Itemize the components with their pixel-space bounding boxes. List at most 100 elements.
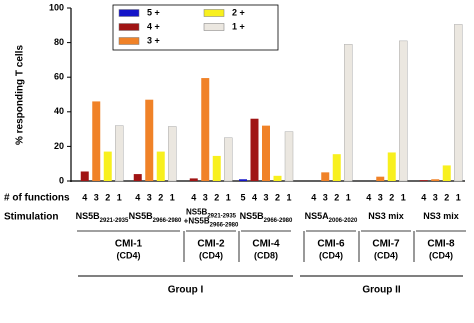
stimulation-label: NS5B2966-2980 [129, 211, 182, 223]
subject-cell: (CD4) [374, 250, 398, 260]
bar [201, 78, 210, 181]
legend-label: 3 + [147, 35, 160, 45]
bar [344, 44, 353, 182]
subject-cell: (CD8) [254, 250, 278, 260]
legend-label: 1 + [232, 21, 245, 31]
bar [224, 137, 233, 182]
function-label: 3 [378, 192, 383, 202]
y-tick-label: 60 [54, 72, 64, 82]
stimulation-text: NS3 mix [423, 211, 459, 221]
function-label: 4 [82, 192, 87, 202]
subject-name: CMI-4 [252, 239, 280, 250]
function-label: 1 [170, 192, 175, 202]
stimulation-text: NS5B [240, 211, 265, 221]
function-label: 4 [191, 192, 196, 202]
y-tick-label: 40 [54, 106, 64, 116]
bar [419, 180, 428, 181]
stimulation-text: NS3 mix [368, 211, 404, 221]
function-label: 4 [311, 192, 316, 202]
legend-swatch [203, 23, 225, 31]
function-label: 3 [94, 192, 99, 202]
subject-cell: (CD4) [319, 250, 343, 260]
function-label: 2 [214, 192, 219, 202]
bar [431, 179, 440, 181]
legend-label: 2 + [232, 7, 245, 17]
stimulation-label: NS5A2006-2020 [305, 211, 358, 223]
y-tick-label: 0 [59, 175, 64, 185]
function-label: 4 [366, 192, 371, 202]
row-label: Stimulation [4, 212, 58, 223]
function-label: 1 [401, 192, 406, 202]
stimulation-subscript: 2966-2980 [153, 218, 182, 224]
function-label: 5 [240, 192, 245, 202]
function-label: 2 [389, 192, 394, 202]
bar [332, 154, 341, 181]
function-label: 4 [252, 192, 257, 202]
function-label: 4 [135, 192, 140, 202]
legend-swatch [118, 23, 140, 31]
bar [115, 125, 124, 182]
bar [273, 175, 282, 181]
legend-swatch [118, 9, 140, 17]
stimulation-subscript: 2921-2935 [100, 218, 129, 224]
function-label: 1 [226, 192, 231, 202]
stimulation-label: NS3 mix [423, 211, 459, 221]
subject-cell: (CD4) [199, 250, 223, 260]
y-tick-label: 100 [49, 2, 64, 12]
bar [156, 151, 165, 181]
stimulation-label: NS5B2921-2935 [76, 211, 129, 223]
bar [168, 126, 177, 182]
stimulation-label: NS5B2921-2935 [186, 208, 237, 219]
function-label: 2 [158, 192, 163, 202]
y-tick-label: 80 [54, 37, 64, 47]
function-label: 1 [346, 192, 351, 202]
bar [133, 174, 142, 181]
group-label: Group II [362, 285, 401, 296]
function-label: 4 [421, 192, 426, 202]
stimulation-subscript: 2006-2020 [329, 218, 358, 224]
subject-name: CMI-7 [372, 239, 400, 250]
legend [112, 4, 279, 51]
subject-cell: (CD4) [117, 250, 141, 260]
stimulation-text: NS5A [305, 211, 330, 221]
legend-label: 4 + [147, 21, 160, 31]
legend-swatch [203, 9, 225, 17]
function-label: 2 [334, 192, 339, 202]
bar [80, 171, 89, 181]
subject-name: CMI-8 [427, 239, 455, 250]
legend-swatch [118, 37, 140, 45]
row-label: # of functions [4, 193, 70, 204]
legend-label: 5 + [147, 7, 160, 17]
subject-name: CMI-6 [317, 239, 345, 250]
stimulation-text: NS5B [76, 211, 101, 221]
function-label: 3 [433, 192, 438, 202]
bar [103, 151, 112, 181]
bar [262, 125, 270, 181]
stimulation-text: NS5B [186, 208, 208, 217]
stimulation-label: NS5B2966-2980 [240, 211, 293, 223]
function-label: 3 [263, 192, 268, 202]
function-label: 1 [456, 192, 461, 202]
function-label: 3 [203, 192, 208, 202]
group-label: Group I [168, 285, 204, 296]
bar [92, 101, 101, 181]
subject-name: CMI-1 [115, 239, 143, 250]
function-label: 2 [444, 192, 449, 202]
bar [250, 118, 259, 181]
y-tick-label: 20 [54, 141, 64, 151]
function-label: 1 [117, 192, 122, 202]
stimulation-subscript: 2921-2935 [207, 213, 236, 219]
stimulation-text: +NS5B [184, 217, 210, 226]
stimulation-label: NS3 mix [368, 211, 404, 221]
function-label: 3 [147, 192, 152, 202]
bar [442, 165, 451, 181]
bar [239, 179, 247, 181]
function-label: 3 [323, 192, 328, 202]
bar [284, 131, 294, 182]
stimulation-subscript: 2966-2980 [264, 218, 293, 224]
subject-cell: (CD4) [429, 250, 453, 260]
stimulation-text: NS5B [129, 211, 154, 221]
bar [145, 99, 154, 181]
bar [321, 172, 330, 181]
